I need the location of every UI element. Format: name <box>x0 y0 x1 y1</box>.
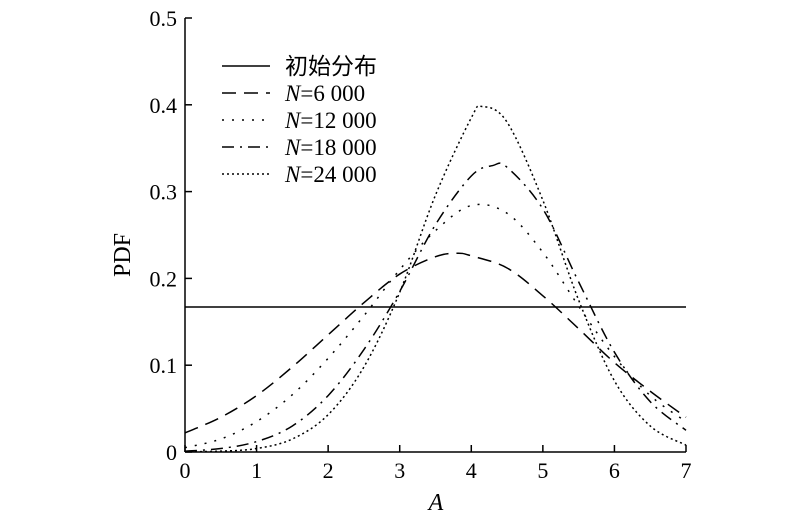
y-tick-label: 0.5 <box>150 6 178 31</box>
legend-label: N=24 000 <box>284 162 377 187</box>
y-tick-label: 0.2 <box>150 266 178 291</box>
x-tick-label: 0 <box>180 458 191 483</box>
series-layer <box>184 105 687 453</box>
x-tick-label: 1 <box>251 458 262 483</box>
series-line-2 <box>184 252 687 434</box>
legend-label: N=12 000 <box>284 108 377 133</box>
series-line-3 <box>184 203 687 449</box>
x-tick-label: 3 <box>394 458 405 483</box>
x-tick-label: 7 <box>681 458 692 483</box>
x-tick-label: 6 <box>609 458 620 483</box>
legend-label-variable: N <box>284 108 302 133</box>
x-tick-label: 5 <box>537 458 548 483</box>
legend-label-value: =6 000 <box>300 81 365 106</box>
x-tick-label: 4 <box>466 458 477 483</box>
series-line-5 <box>184 105 687 453</box>
plot-axes: 0 1 2 3 4 5 6 7 0 0.1 0.2 0.3 0.4 0.5 <box>150 6 692 483</box>
y-tick-label: 0.3 <box>150 180 178 205</box>
legend-label-value: 初始分布 <box>285 54 377 79</box>
legend-label: 初始分布 <box>285 54 377 79</box>
x-axis-label: A <box>427 490 444 516</box>
legend-label-value: =18 000 <box>300 135 376 160</box>
y-tick-label: 0.1 <box>150 353 178 378</box>
x-tick-label: 2 <box>323 458 334 483</box>
legend-label-variable: N <box>284 81 302 106</box>
legend-label: N=6 000 <box>284 81 365 106</box>
legend-label-variable: N <box>284 162 302 187</box>
legend-label-variable: N <box>284 135 302 160</box>
y-tick-label: 0 <box>166 440 177 465</box>
y-tick-label: 0.4 <box>150 93 178 118</box>
y-axis-label: PDF <box>110 233 136 277</box>
legend-label: N=18 000 <box>284 135 377 160</box>
legend-label-value: =12 000 <box>300 108 376 133</box>
legend-label-value: =24 000 <box>300 162 376 187</box>
series-line-4 <box>184 162 687 452</box>
